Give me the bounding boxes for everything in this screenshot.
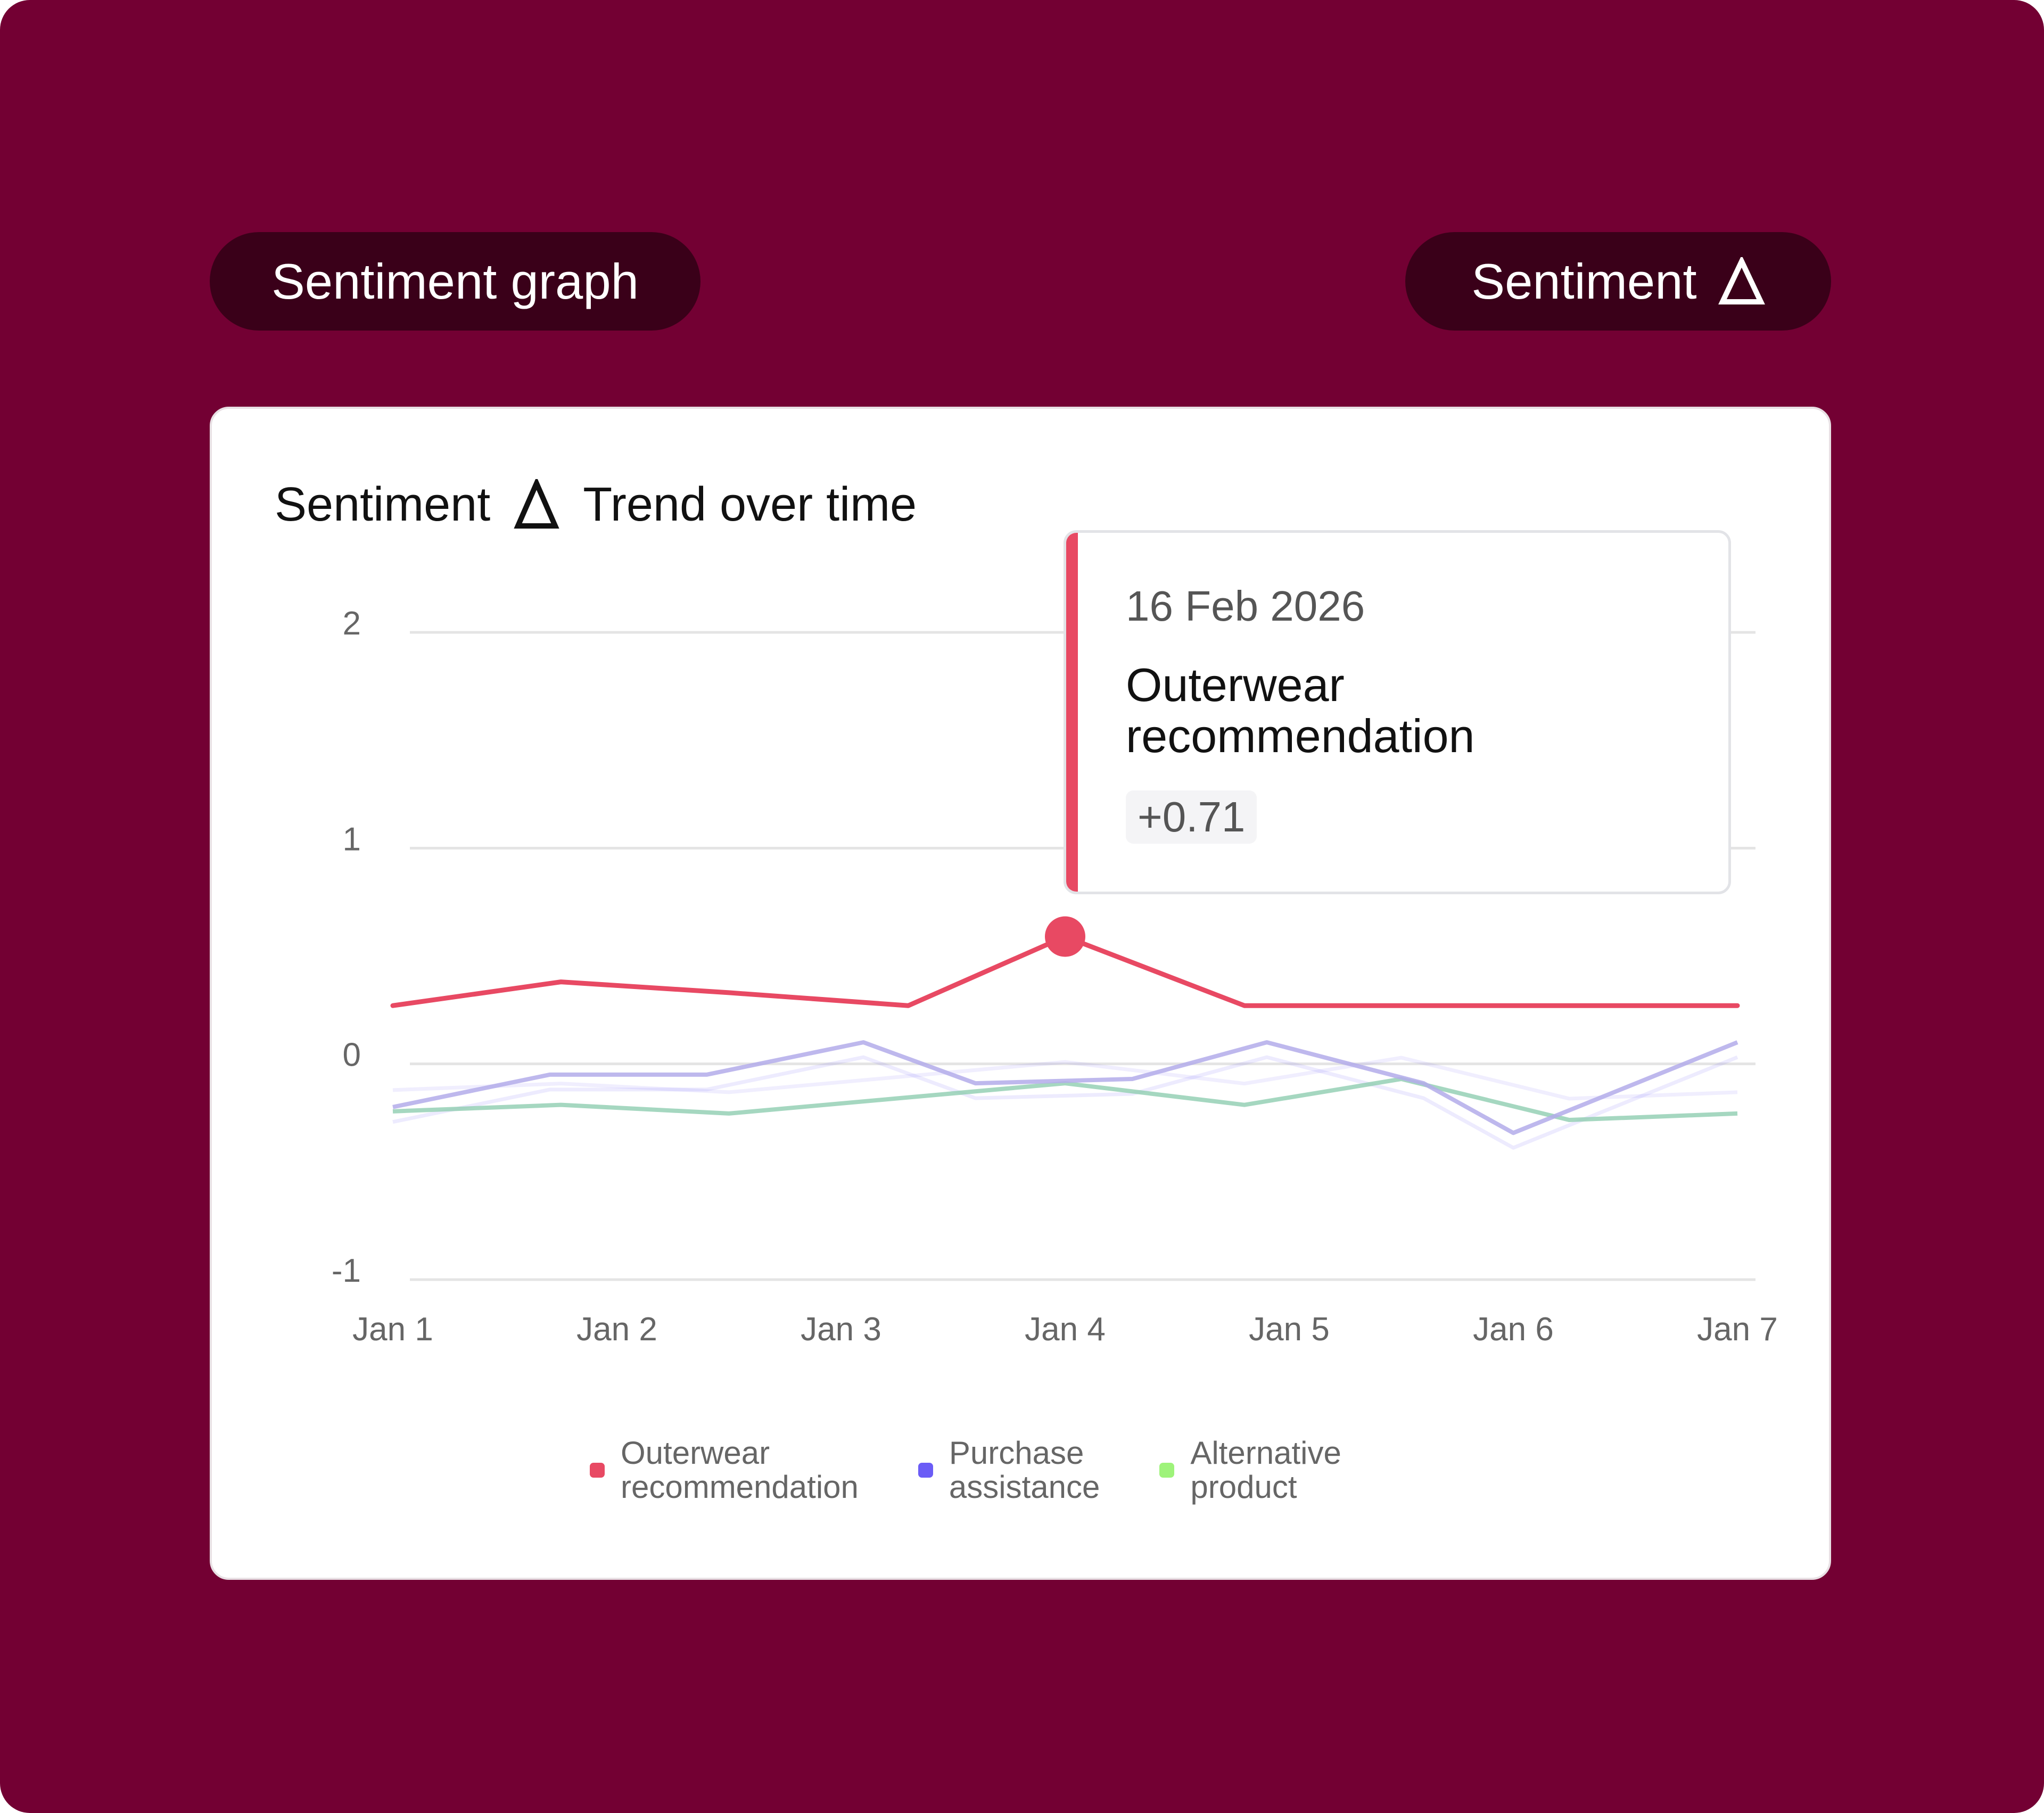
x-tick-label: Jan 6 [1473,1311,1554,1348]
legend-swatch-outerwear [590,1463,605,1478]
line-chart: 2 1 0 -1 Jan 1 Jan 2 Jan 3 Jan 4 Jan 5 Jan 6 Jan 7 [332,605,1778,1348]
x-tick-label: Jan 1 [352,1311,433,1348]
tooltip-date: 16 Feb 2026 [1126,582,1365,630]
y-tick-label: 1 [343,821,361,858]
y-tick-label: -1 [332,1252,361,1289]
x-tick-label: Jan 4 [1025,1311,1106,1348]
faint-background-line [392,1055,1738,1150]
y-tick-label: 2 [343,605,361,642]
chart-title-suffix: Trend over time [583,477,917,531]
chart-legend: Outerwear recommendation Purchase assist… [590,1436,1341,1504]
data-tooltip: 16 Feb 2026 Outerwear recommendation +0.… [1064,530,1731,894]
sentiment-delta-pill: Sentiment [1405,232,1831,331]
chart-card: Sentiment Trend over time 2 1 0 -1 Jan 1 Jan … [210,407,1831,1580]
highlighted-data-point [1045,916,1085,957]
legend-label-outerwear: Outerwear recommendation [621,1435,859,1505]
legend-label-alternative: Alternative product [1190,1435,1341,1505]
legend-label-purchase: Purchase assistance [949,1435,1100,1505]
faint-background-line [392,1056,1738,1101]
legend-item-alternative[interactable]: Alternative product [1159,1436,1341,1504]
legend-swatch-purchase [918,1463,933,1478]
x-tick-label: Jan 2 [576,1311,657,1348]
delta-icon [1718,257,1765,304]
sentiment-graph-pill: Sentiment graph [210,232,700,331]
delta-icon [514,479,559,529]
series-line-purchase-assistance [392,1040,1738,1135]
sentiment-graph-label: Sentiment graph [271,253,639,309]
tooltip-series-name: Outerwear recommendation [1126,658,1475,762]
y-tick-label: 0 [343,1037,361,1074]
x-tick-label: Jan 7 [1697,1311,1778,1348]
tooltip-value: +0.71 [1126,790,1257,844]
series-line-alternative-product [392,1077,1738,1123]
legend-swatch-alternative [1159,1463,1175,1478]
legend-item-outerwear[interactable]: Outerwear recommendation [590,1436,859,1504]
x-tick-label: Jan 5 [1249,1311,1330,1348]
chart-title-prefix: Sentiment [275,477,491,531]
chart-title: Sentiment Trend over time [275,473,917,537]
sentiment-pill-label: Sentiment [1471,253,1697,309]
tooltip-series-color-bar [1066,533,1078,892]
x-tick-label: Jan 3 [801,1311,881,1348]
legend-item-purchase[interactable]: Purchase assistance [918,1436,1100,1504]
